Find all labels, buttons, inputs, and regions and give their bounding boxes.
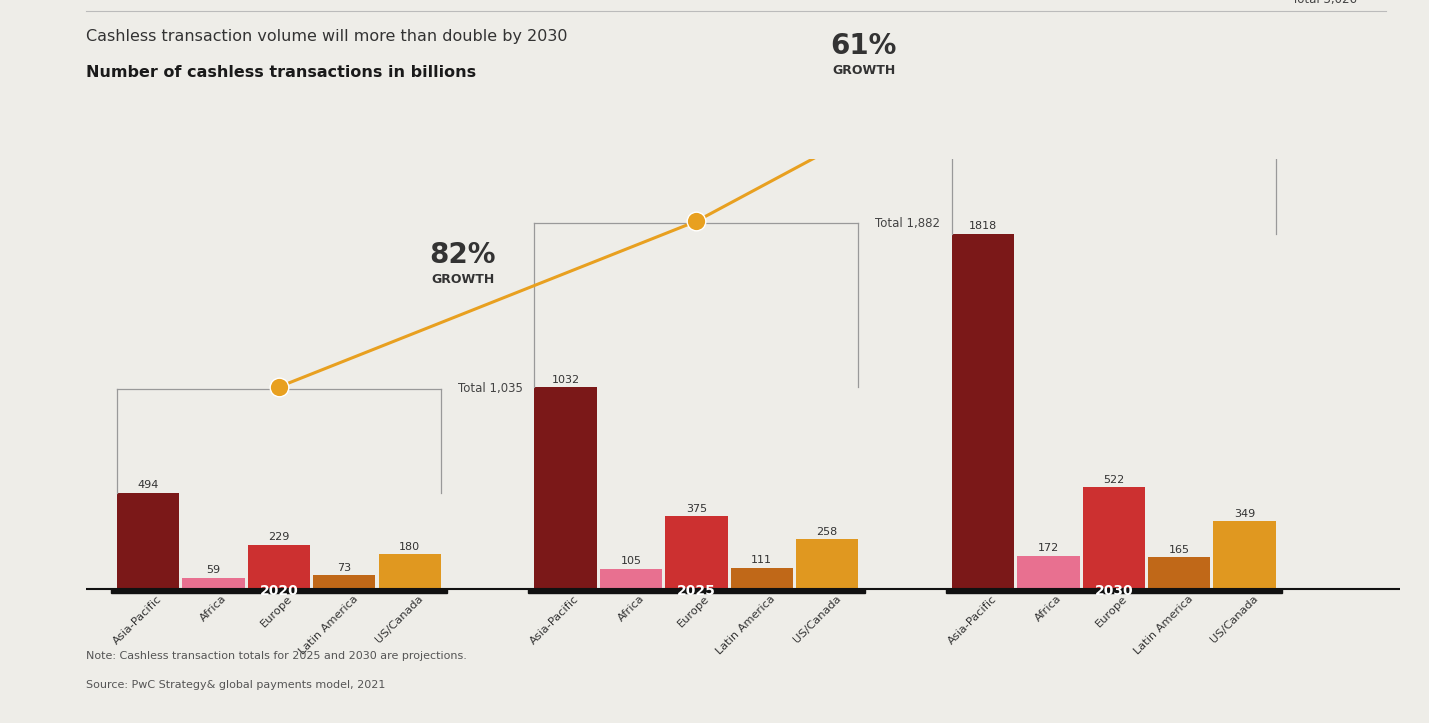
Text: Africa: Africa — [199, 594, 229, 623]
Text: Total 1,882: Total 1,882 — [875, 217, 940, 230]
Text: US/Canada: US/Canada — [374, 594, 424, 645]
Text: Note: Cashless transaction totals for 2025 and 2030 are projections.: Note: Cashless transaction totals for 20… — [86, 651, 467, 661]
Text: Asia-Pacific: Asia-Pacific — [529, 594, 580, 646]
Text: 2020: 2020 — [260, 584, 299, 598]
Text: 180: 180 — [399, 542, 420, 552]
Text: 2030: 2030 — [1095, 584, 1133, 598]
Text: Latin America: Latin America — [714, 594, 777, 656]
Text: Total 1,035: Total 1,035 — [457, 382, 523, 395]
Text: 73: 73 — [337, 562, 352, 573]
Bar — [1083, 487, 1145, 589]
Bar — [117, 492, 179, 589]
Text: US/Canada: US/Canada — [1209, 594, 1260, 645]
Text: 494: 494 — [137, 480, 159, 490]
Bar — [110, 589, 447, 593]
Text: 522: 522 — [1103, 475, 1125, 485]
Text: Africa: Africa — [616, 594, 646, 623]
Text: 59: 59 — [206, 565, 220, 576]
Text: 1032: 1032 — [552, 375, 580, 385]
Text: Asia-Pacific: Asia-Pacific — [946, 594, 999, 646]
Point — [1102, 0, 1125, 4]
Text: Total 3,026: Total 3,026 — [1292, 0, 1358, 6]
Text: Latin America: Latin America — [297, 594, 360, 656]
Text: GROWTH: GROWTH — [432, 273, 494, 286]
Bar — [529, 589, 865, 593]
Bar — [946, 589, 1282, 593]
Text: 61%: 61% — [830, 33, 897, 61]
Bar — [247, 544, 310, 589]
Bar — [1017, 556, 1079, 589]
Text: 111: 111 — [752, 555, 772, 565]
Text: 258: 258 — [816, 526, 837, 536]
Bar — [600, 569, 662, 589]
Bar — [796, 539, 859, 589]
Bar — [534, 388, 597, 589]
Bar — [313, 575, 376, 589]
Bar — [183, 578, 244, 589]
Point — [267, 381, 290, 393]
Text: 1818: 1818 — [969, 221, 997, 231]
Text: 229: 229 — [269, 532, 290, 542]
Bar — [1147, 557, 1210, 589]
Text: 375: 375 — [686, 504, 707, 513]
Text: Latin America: Latin America — [1132, 594, 1195, 656]
Bar — [952, 234, 1015, 589]
Text: 82%: 82% — [430, 241, 496, 269]
Text: Number of cashless transactions in billions: Number of cashless transactions in billi… — [86, 65, 476, 80]
Bar — [664, 516, 727, 589]
Text: Europe: Europe — [1093, 594, 1129, 629]
Text: Europe: Europe — [676, 594, 712, 629]
Text: 2025: 2025 — [677, 584, 716, 598]
Text: 165: 165 — [1169, 544, 1190, 555]
Text: Source: PwC Strategy& global payments model, 2021: Source: PwC Strategy& global payments mo… — [86, 680, 384, 690]
Text: US/Canada: US/Canada — [792, 594, 843, 645]
Text: GROWTH: GROWTH — [832, 64, 895, 77]
Text: Europe: Europe — [259, 594, 294, 629]
Bar — [730, 568, 793, 589]
Text: Cashless transaction volume will more than double by 2030: Cashless transaction volume will more th… — [86, 29, 567, 44]
Text: 349: 349 — [1235, 509, 1255, 518]
Text: Asia-Pacific: Asia-Pacific — [111, 594, 163, 646]
Text: Africa: Africa — [1033, 594, 1063, 623]
Point — [684, 215, 707, 227]
Text: 105: 105 — [620, 557, 642, 566]
Bar — [1213, 521, 1276, 589]
Bar — [379, 554, 442, 589]
Text: 172: 172 — [1037, 544, 1059, 553]
